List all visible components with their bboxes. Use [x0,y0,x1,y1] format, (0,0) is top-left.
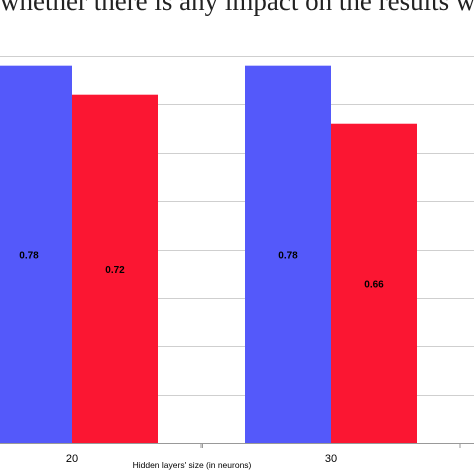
figure-caption-text: whether there is any impact on the resul… [0,0,474,16]
x-axis-title: Hidden layers' size (in neurons) [133,460,252,470]
bar-30-series-2 [331,123,417,443]
x-tick-label: 20 [66,453,78,465]
bar-20-series-2 [72,94,158,443]
x-tick-label: 30 [325,453,337,465]
bar-20-series-1 [0,65,72,444]
bar-30-series-1 [245,65,331,444]
data-label: 0.78 [278,250,298,261]
data-label: 0.72 [105,265,125,276]
data-label: 0.66 [364,279,384,290]
data-label: 0.78 [19,250,39,261]
